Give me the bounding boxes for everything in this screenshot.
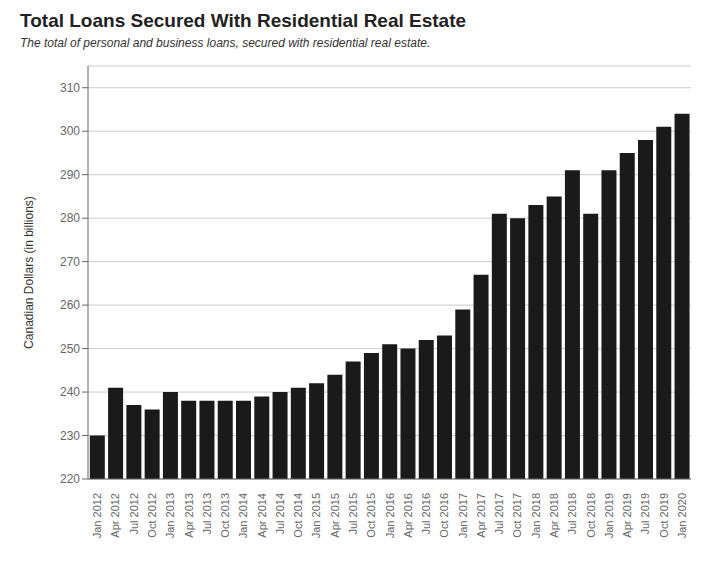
svg-text:Canadian Dollars (in billions): Canadian Dollars (in billions): [22, 196, 36, 349]
svg-text:Jul 2019: Jul 2019: [639, 493, 651, 535]
svg-text:Jul 2013: Jul 2013: [201, 493, 213, 535]
svg-text:Jan 2015: Jan 2015: [310, 493, 322, 538]
svg-text:Apr 2019: Apr 2019: [621, 493, 633, 538]
svg-text:Apr 2017: Apr 2017: [475, 493, 487, 538]
svg-text:Apr 2016: Apr 2016: [402, 493, 414, 538]
svg-text:Jul 2018: Jul 2018: [566, 493, 578, 535]
svg-text:Jan 2014: Jan 2014: [237, 493, 249, 538]
svg-text:Jul 2012: Jul 2012: [128, 493, 140, 535]
svg-text:Jan 2012: Jan 2012: [91, 493, 103, 538]
svg-text:Oct 2014: Oct 2014: [292, 493, 304, 538]
svg-text:230: 230: [60, 429, 80, 443]
svg-text:270: 270: [60, 255, 80, 269]
svg-text:Apr 2012: Apr 2012: [109, 493, 121, 538]
svg-text:310: 310: [60, 81, 80, 95]
svg-text:Oct 2016: Oct 2016: [438, 493, 450, 538]
html-text:Total Loans Secured With Resid: Total Loans Secured With Residential Rea…: [20, 10, 467, 31]
svg-text:Jul 2014: Jul 2014: [274, 493, 286, 535]
svg-text:280: 280: [60, 211, 80, 225]
svg-text:220: 220: [60, 472, 80, 486]
svg-text:Oct 2013: Oct 2013: [219, 493, 231, 538]
svg-text:250: 250: [60, 342, 80, 356]
svg-text:Jan 2017: Jan 2017: [457, 493, 469, 538]
svg-text:Oct 2017: Oct 2017: [511, 493, 523, 538]
svg-text:Jan 2018: Jan 2018: [530, 493, 542, 538]
svg-text:Jan 2013: Jan 2013: [164, 493, 176, 538]
svg-text:Jul 2016: Jul 2016: [420, 493, 432, 535]
svg-text:Jul 2015: Jul 2015: [347, 493, 359, 535]
svg-text:Jan 2020: Jan 2020: [676, 493, 688, 538]
svg-text:290: 290: [60, 168, 80, 182]
svg-text:300: 300: [60, 124, 80, 138]
svg-text:Apr 2015: Apr 2015: [329, 493, 341, 538]
svg-text:Jan 2016: Jan 2016: [384, 493, 396, 538]
html-text:The total of personal and busi: The total of personal and business loans…: [20, 36, 431, 50]
svg-text:Apr 2014: Apr 2014: [256, 493, 268, 538]
svg-text:Oct 2012: Oct 2012: [146, 493, 158, 538]
svg-text:240: 240: [60, 385, 80, 399]
svg-text:Apr 2018: Apr 2018: [548, 493, 560, 538]
svg-text:Jan 2019: Jan 2019: [603, 493, 615, 538]
svg-text:Oct 2018: Oct 2018: [585, 493, 597, 538]
svg-text:260: 260: [60, 298, 80, 312]
svg-text:Oct 2019: Oct 2019: [658, 493, 670, 538]
svg-text:Apr 2013: Apr 2013: [183, 493, 195, 538]
svg-text:Oct 2015: Oct 2015: [365, 493, 377, 538]
svg-text:Jul 2017: Jul 2017: [493, 493, 505, 535]
